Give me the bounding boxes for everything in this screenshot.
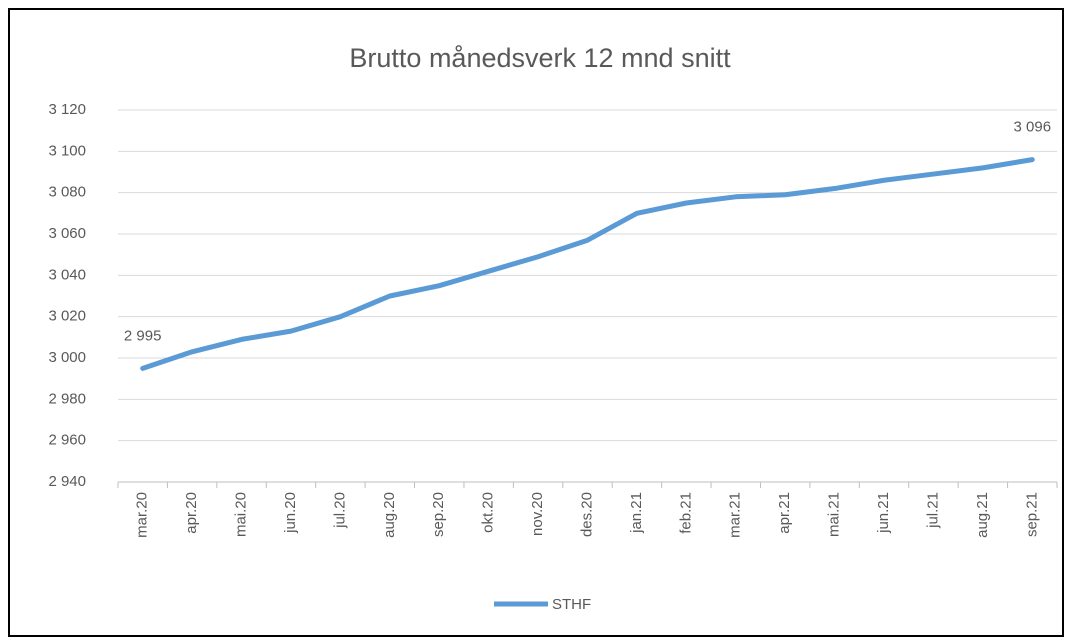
x-tick-label: mar.20 — [134, 492, 151, 538]
line-series — [140, 157, 1035, 371]
x-tick-label: aug.20 — [381, 492, 398, 538]
x-tick-label: jan.21 — [628, 492, 645, 534]
x-tick-label: feb.21 — [677, 492, 694, 534]
y-tick-label: 3 100 — [48, 142, 86, 159]
x-tick-label: okt.20 — [480, 492, 497, 533]
x-tick-label: jul.21 — [924, 492, 941, 529]
y-tick-label: 3 080 — [48, 184, 86, 201]
x-tick-label: mai.21 — [826, 492, 843, 537]
y-tick-label: 3 060 — [48, 225, 86, 242]
x-tick-label: jul.20 — [331, 492, 348, 529]
x-tick-label: apr.21 — [776, 492, 793, 534]
x-tick-label: des.20 — [578, 492, 595, 537]
chart-title: Brutto månedsverk 12 mnd snitt — [349, 43, 731, 73]
x-tick-label: aug.21 — [974, 492, 991, 538]
legend-label: STHF — [552, 596, 591, 613]
data-label: 2 995 — [124, 327, 162, 344]
y-tick-label: 3 040 — [48, 266, 86, 283]
x-tick-label: mar.21 — [727, 492, 744, 538]
y-tick-label: 3 000 — [48, 349, 86, 366]
x-tick-label: apr.20 — [183, 492, 200, 534]
x-tick-label: sep.21 — [1023, 492, 1040, 537]
y-tick-label: 3 020 — [48, 308, 86, 325]
x-tick-label: jun.21 — [875, 492, 892, 534]
chart-border — [8, 8, 1064, 637]
y-tick-label: 3 120 — [48, 101, 86, 118]
x-tick-label: jun.20 — [282, 492, 299, 534]
y-tick-label: 2 940 — [48, 473, 86, 490]
data-label: 3 096 — [1014, 119, 1052, 136]
y-tick-label: 2 980 — [48, 390, 86, 407]
x-tick-label: nov.20 — [529, 492, 546, 536]
x-tick-label: mai.20 — [233, 492, 250, 537]
x-tick-label: sep.20 — [430, 492, 447, 537]
y-tick-label: 2 960 — [48, 432, 86, 449]
